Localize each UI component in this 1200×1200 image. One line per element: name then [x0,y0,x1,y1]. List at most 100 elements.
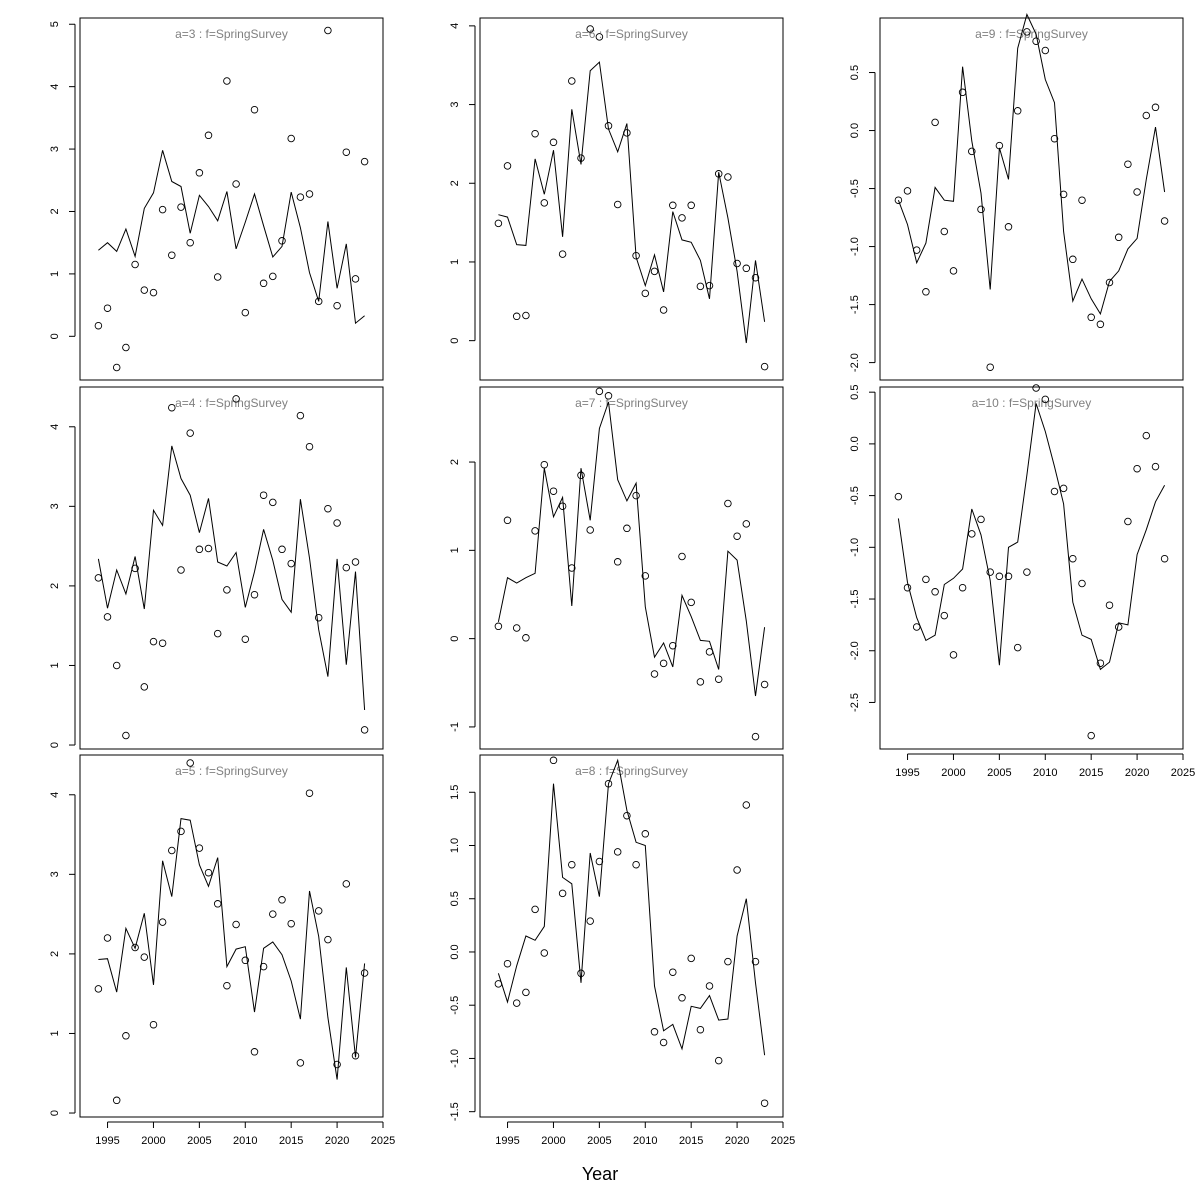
observed-point [223,586,231,594]
observed-point [669,968,677,976]
observed-point [112,661,121,670]
observed-point [641,830,650,838]
panel-title: a=8 : f=SpringSurvey [575,764,688,778]
x-tick-label: 2020 [325,1135,349,1147]
y-tick-label: 2 [49,208,61,214]
x-tick-label: 2015 [1079,767,1103,779]
observed-point [659,659,668,668]
fitted-line [497,401,766,697]
observed-point [696,678,705,686]
observed-point [324,935,332,944]
y-tick-label: 0.5 [849,385,861,400]
panel-8: a=10 : f=SpringSurvey -2.5 -2.0 -1.5 -1.0 -0.… [849,384,1195,779]
observed-point [204,868,213,877]
x-tick-label: 2015 [679,1135,703,1147]
observed-point [1069,554,1077,563]
observed-point [922,575,930,584]
observed-point [342,148,351,156]
x-tick-label: 2005 [987,767,1011,779]
observed-point [103,304,112,312]
plot-frame [479,754,784,1118]
observed-point [696,1025,705,1034]
observed-point [1032,384,1040,392]
y-tick-label: -1.0 [849,237,861,256]
observed-point [305,190,314,198]
observed-point [1069,255,1077,264]
observed-point [568,77,576,85]
observed-point [269,498,277,507]
observed-point [568,860,576,869]
observed-point [168,846,176,855]
observed-point [986,363,994,371]
observed-point [632,491,640,500]
observed-point [503,162,512,170]
observed-point [760,1099,769,1107]
observed-point [540,949,549,957]
observed-point [922,288,930,296]
y-tick-label: 1.5 [449,785,461,800]
observed-point [494,219,503,228]
observed-point [314,907,323,915]
observed-point [250,105,259,114]
observed-point [360,969,369,977]
panel-5: a=7 : f=SpringSurvey -1 0 1 2 [449,386,784,750]
observed-point [613,200,622,209]
observed-point [494,622,503,631]
observed-point [250,590,259,599]
observed-point [531,527,539,535]
observed-point [223,77,231,85]
plot-frame [79,17,384,381]
observed-point [604,779,613,788]
panel-1: a=3 : f=SpringSurvey 0 1 2 3 4 5 [49,17,384,381]
observed-point [213,629,222,638]
observed-point [894,196,903,204]
y-tick-label: 0.0 [849,436,861,451]
observed-point [714,170,723,178]
observed-point [250,1048,259,1056]
observed-point [1041,395,1050,404]
observed-point [1124,160,1132,168]
observed-point [360,726,369,734]
observed-point [714,675,723,683]
y-tick-label: -0.5 [449,996,461,1015]
observed-point [751,732,760,741]
observed-point [158,639,167,647]
observed-point [149,288,158,297]
observed-point [968,530,976,538]
y-tick-label: -2.0 [849,353,861,372]
y-tick-label: 3 [49,503,61,509]
observed-point [1160,554,1169,563]
observed-point [1059,190,1068,199]
observed-point [1114,623,1123,631]
observed-point [613,848,622,856]
observed-point [742,520,751,528]
observed-point [659,306,668,314]
x-tick-label: 2000 [941,767,965,779]
x-tick-label: 1995 [495,1135,519,1147]
observed-point [995,141,1004,150]
observed-point [714,1056,723,1065]
observed-point [595,857,604,866]
x-tick-label: 2000 [141,1135,165,1147]
observed-point [1133,464,1141,473]
observed-point [314,297,323,306]
observed-point [894,492,903,501]
observed-point [351,275,360,283]
observed-point [522,634,530,642]
y-tick-label: 1.0 [449,838,461,853]
observed-point [595,33,604,41]
observed-point [503,516,512,525]
observed-point [140,286,149,294]
observed-point [540,199,549,207]
x-tick-label: 2010 [633,1135,657,1147]
y-tick-label: 3 [449,102,461,108]
observed-point [131,564,139,573]
plot-frame [79,386,384,750]
observed-point [1059,484,1068,493]
y-tick-label: 1 [49,662,61,668]
y-tick-label: -2.0 [849,641,861,660]
y-tick-label: 0 [449,636,461,642]
observed-point [94,985,103,993]
observed-point [1050,487,1059,496]
y-tick-label: -1 [449,722,461,732]
